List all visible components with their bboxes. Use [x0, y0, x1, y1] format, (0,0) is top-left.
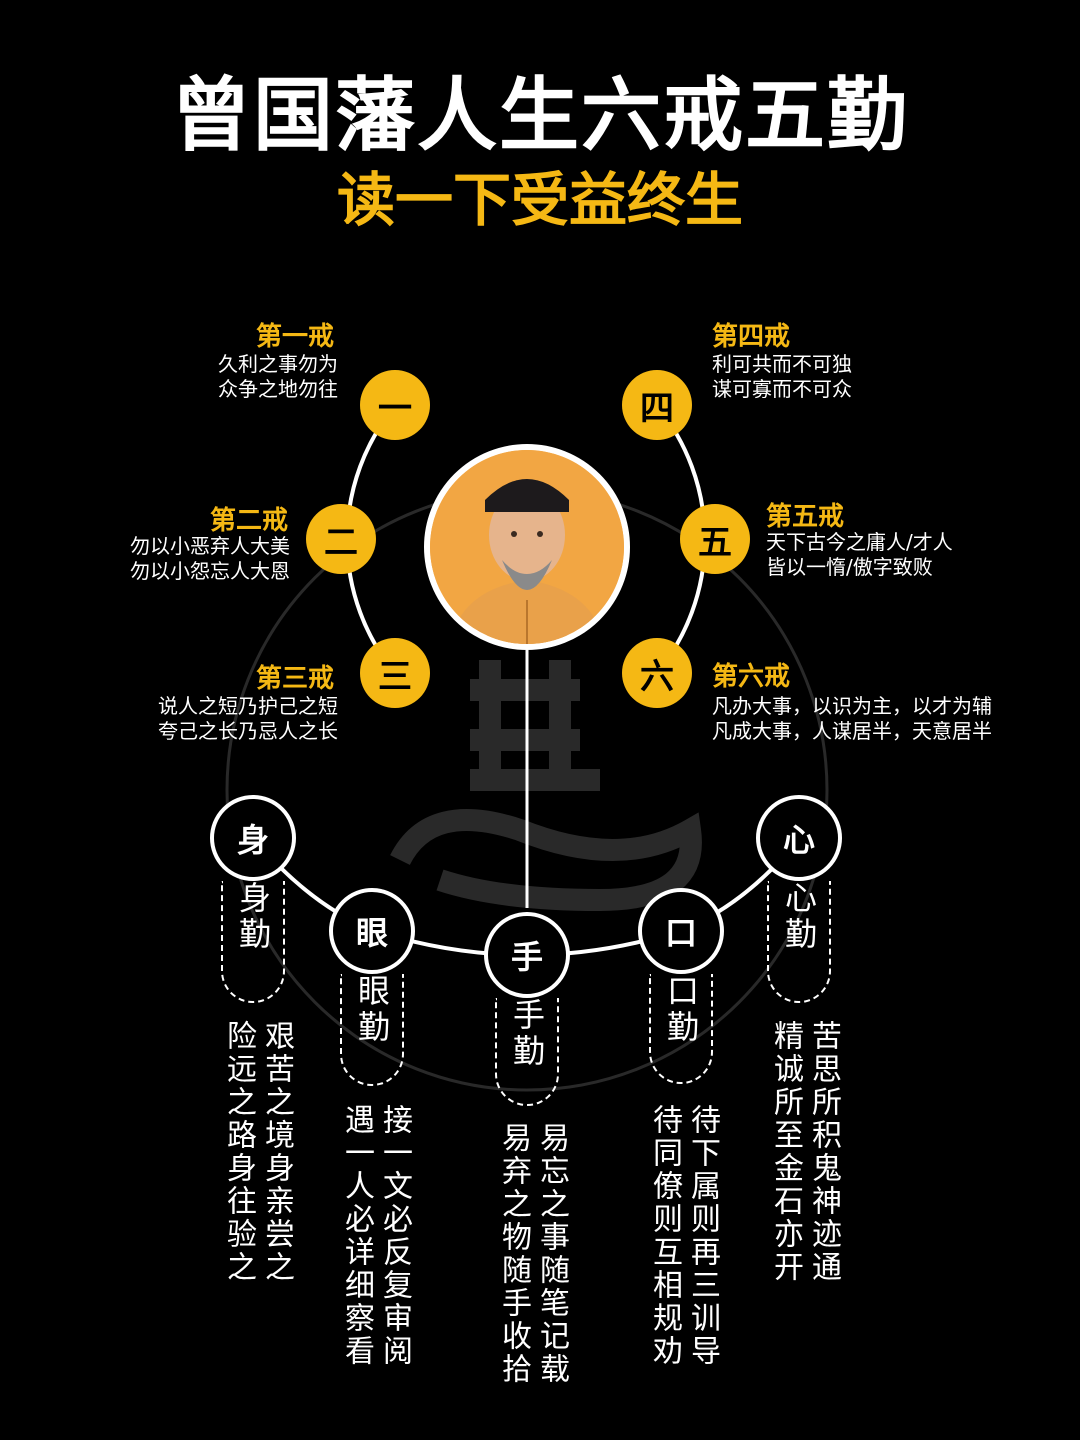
qin-col-1: 待下属则再三训导: [685, 1104, 720, 1368]
jie-title-6: 第六戒: [712, 662, 791, 692]
qin-label-text: 身勤: [234, 881, 272, 953]
jie-text-5a: 天下古今之庸人/才人: [766, 530, 953, 554]
qin-label-xin: 心勤: [767, 881, 831, 1003]
jie-circle-3: 三: [360, 638, 430, 708]
qin-col-1: 接一文必反复审阅: [377, 1104, 412, 1368]
qin-col-1: 易忘之事随笔记载: [534, 1122, 569, 1386]
qin-text-yan: 接一文必反复审阅 遇一人必详细察看: [337, 1104, 413, 1368]
jie-circle-1: 一: [360, 370, 430, 440]
jie-text-3b: 夸己之长乃忌人之长: [158, 719, 338, 743]
jie-title-2: 第二戒: [209, 506, 288, 536]
qin-col-2: 待同僚则互相规劝: [647, 1104, 682, 1368]
jie-title-4: 第四戒: [712, 322, 791, 352]
jie-circle-5: 五: [680, 504, 750, 574]
jie-title-3: 第三戒: [255, 664, 334, 694]
qin-col-1: 艰苦之境身亲尝之: [259, 1020, 294, 1284]
qin-label-text: 口勤: [662, 974, 700, 1046]
jie-text-2b: 勿以小怨忘人大恩: [130, 559, 290, 583]
jie-title-1: 第一戒: [255, 322, 334, 352]
jie-text-1b: 众争之地勿往: [218, 377, 338, 401]
jie-circle-4: 四: [622, 370, 692, 440]
jie-title-5: 第五戒: [766, 502, 845, 532]
qin-label-text: 眼勤: [353, 974, 391, 1046]
qin-col-1: 苦思所积鬼神迹通: [806, 1020, 841, 1284]
qin-label-shou: 手勤: [495, 998, 559, 1106]
page-title: 曾国藩人生六戒五勤: [171, 69, 909, 162]
jie-text-4b: 谋可寡而不可众: [712, 377, 852, 401]
jie-text-6a: 凡办大事，以识为主，以才为辅: [712, 694, 992, 718]
qin-col-2: 精诚所至金石亦开: [768, 1020, 803, 1284]
qin-label-shen: 身勤: [221, 881, 285, 1003]
jie-text-1a: 久利之事勿为: [218, 352, 338, 376]
qin-circle-yan: 眼: [329, 888, 415, 974]
qin-text-shou: 易忘之事随笔记载 易弃之物随手收拾: [494, 1122, 570, 1386]
jie-circle-2: 二: [306, 504, 376, 574]
qin-circle-xin: 心: [756, 795, 842, 881]
qin-text-xin: 苦思所积鬼神迹通 精诚所至金石亦开: [766, 1020, 842, 1284]
jie-text-2a: 勿以小恶弃人大美: [130, 534, 290, 558]
jie-text-3a: 说人之短乃护己之短: [158, 694, 338, 718]
portrait-icon: [424, 444, 630, 650]
qin-circle-shen: 身: [210, 795, 296, 881]
qin-col-2: 遇一人必详细察看: [339, 1104, 374, 1368]
jie-text-6b: 凡成大事，人谋居半，天意居半: [712, 719, 992, 743]
qin-text-shen: 艰苦之境身亲尝之 险远之路身往验之: [219, 1020, 295, 1284]
qin-label-text: 心勤: [780, 881, 818, 953]
qin-label-kou: 口勤: [649, 974, 713, 1084]
jie-text-4a: 利可共而不可独: [712, 352, 852, 376]
qin-label-yan: 眼勤: [340, 974, 404, 1086]
qin-label-text: 手勤: [508, 998, 546, 1070]
page-subtitle: 读一下受益终生: [336, 166, 743, 234]
qin-circle-shou: 手: [484, 912, 570, 998]
qin-col-2: 险远之路身往验之: [221, 1020, 256, 1284]
jie-text-5b: 皆以一惰/傲字致败: [766, 555, 933, 579]
jie-circle-6: 六: [622, 638, 692, 708]
qin-text-kou: 待下属则再三训导 待同僚则互相规劝: [645, 1104, 721, 1368]
qin-col-2: 易弃之物随手收拾: [496, 1122, 531, 1386]
qin-circle-kou: 口: [638, 888, 724, 974]
